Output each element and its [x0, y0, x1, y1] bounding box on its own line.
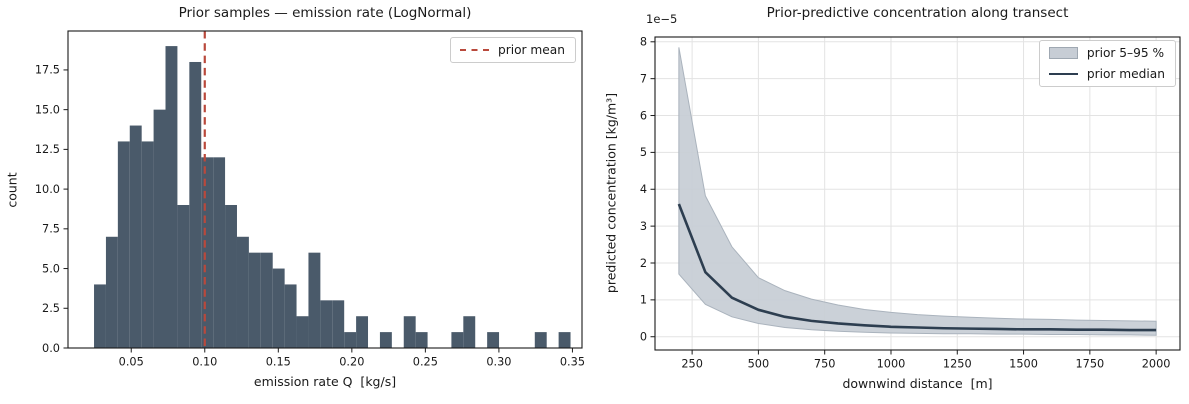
left-legend: prior mean — [449, 37, 576, 63]
histogram-bar — [260, 252, 273, 348]
y-tick-label: 1 — [640, 294, 647, 307]
x-tick-label: 0.35 — [560, 356, 585, 369]
legend-entry-median: prior median — [1048, 67, 1165, 81]
y-tick-label: 15.0 — [35, 103, 60, 116]
x-tick-label: 0.15 — [266, 356, 291, 369]
y-tick-label: 5.0 — [42, 262, 60, 275]
histogram-bar — [248, 252, 261, 348]
band-legend-label: prior 5–95 % — [1086, 46, 1165, 60]
legend-entry-prior-mean: prior mean — [459, 43, 565, 57]
x-tick-label: 1250 — [943, 358, 972, 371]
histogram-bars — [94, 46, 571, 349]
histogram-bar — [201, 157, 214, 348]
plot-spine — [654, 36, 1181, 351]
histogram-bar — [189, 61, 202, 349]
left-x-axis-label: emission rate Q [kg/s] — [253, 374, 397, 389]
y-tick-label: 8 — [640, 36, 647, 49]
x-tick-label: 750 — [814, 358, 836, 371]
histogram-bar — [451, 332, 464, 348]
y-tick-label: 7 — [640, 72, 647, 85]
x-tick-label: 0.05 — [119, 356, 144, 369]
y-tick-label: 12.5 — [35, 143, 60, 156]
histogram-bar — [236, 236, 249, 348]
legend-entry-band: prior 5–95 % — [1048, 46, 1165, 60]
histogram-bar — [487, 332, 500, 348]
right-chart-title: Prior-predictive concentration along tra… — [766, 5, 1069, 21]
median-line — [677, 203, 1157, 332]
histogram-bar — [534, 332, 547, 348]
histogram-bar — [379, 332, 392, 348]
x-tick-label: 0.20 — [339, 356, 364, 369]
histogram-bar — [129, 125, 142, 349]
y-tick-label: 17.5 — [35, 64, 60, 77]
histogram-bar — [463, 316, 476, 348]
histogram-bar — [332, 300, 345, 348]
band-patch-swatch-icon — [1048, 47, 1078, 59]
right-chart: 250 500 750 1000 1250 1500 1750 2000 0 1 2 3 4 5 6 7 8 P… — [600, 0, 1189, 404]
prior-mean-legend-label: prior mean — [497, 43, 565, 57]
right-legend: prior 5–95 % prior median — [1038, 40, 1176, 87]
histogram-bar — [344, 332, 357, 348]
histogram-bar — [320, 300, 333, 348]
right-x-axis-label: downwind distance [m] — [842, 376, 993, 391]
y-tick-label: 2 — [640, 257, 647, 270]
histogram-bar — [141, 141, 154, 348]
y-tick-label: 0 — [640, 331, 647, 344]
y-tick-label: 3 — [640, 220, 647, 233]
x-tick-label: 0.25 — [413, 356, 438, 369]
histogram-bar — [213, 157, 226, 348]
histogram-bar — [415, 332, 428, 348]
histogram-bar — [153, 109, 166, 348]
y-tick-label: 2.5 — [42, 302, 60, 315]
histogram-bar — [308, 252, 321, 348]
x-tick-label: 1500 — [1009, 358, 1038, 371]
uncertainty-band — [678, 47, 1157, 336]
y-tick-label: 7.5 — [42, 223, 60, 236]
histogram-bar — [272, 268, 285, 348]
median-legend-label: prior median — [1086, 67, 1165, 81]
x-tick-label: 1000 — [877, 358, 906, 371]
y-tick-label: 0.0 — [42, 342, 60, 355]
left-y-axis-label: count — [4, 172, 20, 208]
histogram-bar — [94, 284, 106, 348]
histogram-bar — [296, 316, 309, 348]
y-tick-label: 4 — [640, 183, 647, 196]
y-tick-label: 10.0 — [35, 183, 60, 196]
histogram-bar — [356, 316, 369, 348]
left-chart-title: Prior samples — emission rate (LogNormal… — [178, 5, 472, 21]
median-line-swatch-icon — [1048, 72, 1078, 76]
x-tick-label: 250 — [681, 358, 703, 371]
histogram-bar — [105, 236, 118, 348]
histogram-bar — [284, 284, 297, 348]
histogram-bar — [165, 46, 178, 348]
x-tick-label: 0.30 — [486, 356, 511, 369]
x-tick-label: 2000 — [1142, 358, 1171, 371]
left-chart: 0.05 0.10 0.15 0.20 0.25 0.30 0.35 0.0 2.5 5.0 7.5… — [4, 5, 586, 389]
histogram-bar — [225, 204, 237, 348]
histogram-bar — [177, 204, 190, 348]
y-tick-label: 6 — [640, 109, 647, 122]
left-plot-svg: 0.05 0.10 0.15 0.20 0.25 0.30 0.35 0.0 2.5 5.0 7.5… — [35, 30, 585, 369]
histogram-bar — [403, 316, 416, 348]
x-tick-label: 1750 — [1075, 358, 1104, 371]
y-tick-label: 5 — [640, 146, 647, 159]
right-y-axis-label: predicted concentration [kg/m³] — [603, 92, 619, 294]
x-tick-label: 0.10 — [192, 356, 217, 369]
histogram-bar — [117, 141, 130, 348]
dashed-line-swatch-icon — [459, 49, 489, 51]
y-axis-offset-exponent-label: 1e−5 — [646, 12, 678, 26]
x-tick-label: 500 — [748, 358, 770, 371]
histogram-bar — [558, 332, 571, 348]
